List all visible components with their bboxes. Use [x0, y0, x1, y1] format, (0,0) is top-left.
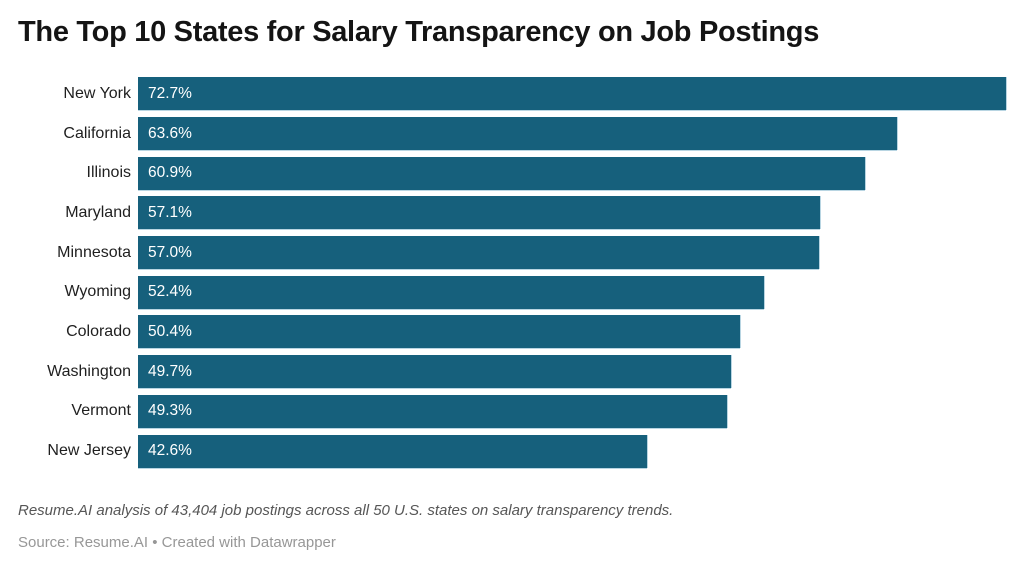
- bar-row: California 63.6%: [18, 114, 1006, 154]
- bar-row: Wyoming 52.4%: [18, 272, 1006, 312]
- category-label: Wyoming: [64, 283, 131, 301]
- bar-row: Maryland 57.1%: [18, 193, 1006, 233]
- bar-track: 60.9%: [138, 156, 1006, 190]
- category-label: Illinois: [86, 164, 131, 182]
- value-label: 49.7%: [148, 362, 192, 380]
- bar-track: 50.4%: [138, 315, 1006, 349]
- bar: 49.7%: [138, 355, 732, 389]
- value-label: 60.9%: [148, 164, 192, 182]
- bar: 60.9%: [138, 156, 866, 190]
- bar-row: New York 72.7%: [18, 74, 1006, 114]
- bar: 50.4%: [138, 315, 740, 349]
- bar-track: 63.6%: [138, 117, 1006, 151]
- bar-track: 72.7%: [138, 77, 1006, 111]
- bar-track: 57.1%: [138, 196, 1006, 230]
- value-label: 42.6%: [148, 442, 192, 460]
- value-label: 49.3%: [148, 402, 192, 420]
- chart-title: The Top 10 States for Salary Transparenc…: [18, 16, 820, 48]
- value-label: 72.7%: [148, 84, 192, 102]
- chart-footnote: Resume.AI analysis of 43,404 job posting…: [18, 501, 674, 519]
- source-attribution: Source: Resume.AI • Created with Datawra…: [18, 533, 336, 551]
- bar-row: Colorado 50.4%: [18, 312, 1006, 352]
- bar-track: 49.7%: [138, 355, 1006, 389]
- bar-track: 57.0%: [138, 236, 1006, 270]
- bar: 72.7%: [138, 77, 1006, 111]
- bar: 42.6%: [138, 434, 647, 468]
- bar-track: 49.3%: [138, 394, 1006, 428]
- bar: 63.6%: [138, 117, 898, 151]
- bar-track: 52.4%: [138, 275, 1006, 309]
- value-label: 57.0%: [148, 243, 192, 261]
- bar: 57.1%: [138, 196, 820, 230]
- bar: 49.3%: [138, 394, 727, 428]
- category-label: Maryland: [65, 203, 131, 221]
- value-label: 63.6%: [148, 124, 192, 142]
- bar-row: Vermont 49.3%: [18, 392, 1006, 432]
- category-label: California: [63, 124, 131, 142]
- bar-row: Illinois 60.9%: [18, 153, 1006, 193]
- bar-track: 42.6%: [138, 434, 1006, 468]
- bar: 52.4%: [138, 275, 764, 309]
- category-label: New York: [63, 84, 131, 102]
- category-label: Washington: [47, 362, 131, 380]
- bar: 57.0%: [138, 236, 819, 270]
- category-label: New Jersey: [47, 442, 131, 460]
- value-label: 52.4%: [148, 283, 192, 301]
- category-label: Vermont: [71, 402, 131, 420]
- bar-row: New Jersey 42.6%: [18, 431, 1006, 471]
- bar-row: Minnesota 57.0%: [18, 233, 1006, 273]
- value-label: 57.1%: [148, 203, 192, 221]
- value-label: 50.4%: [148, 322, 192, 340]
- category-label: Colorado: [66, 322, 131, 340]
- category-label: Minnesota: [57, 243, 131, 261]
- bar-chart: New York 72.7% California 63.6% Illinois…: [18, 74, 1006, 471]
- bar-row: Washington 49.7%: [18, 352, 1006, 392]
